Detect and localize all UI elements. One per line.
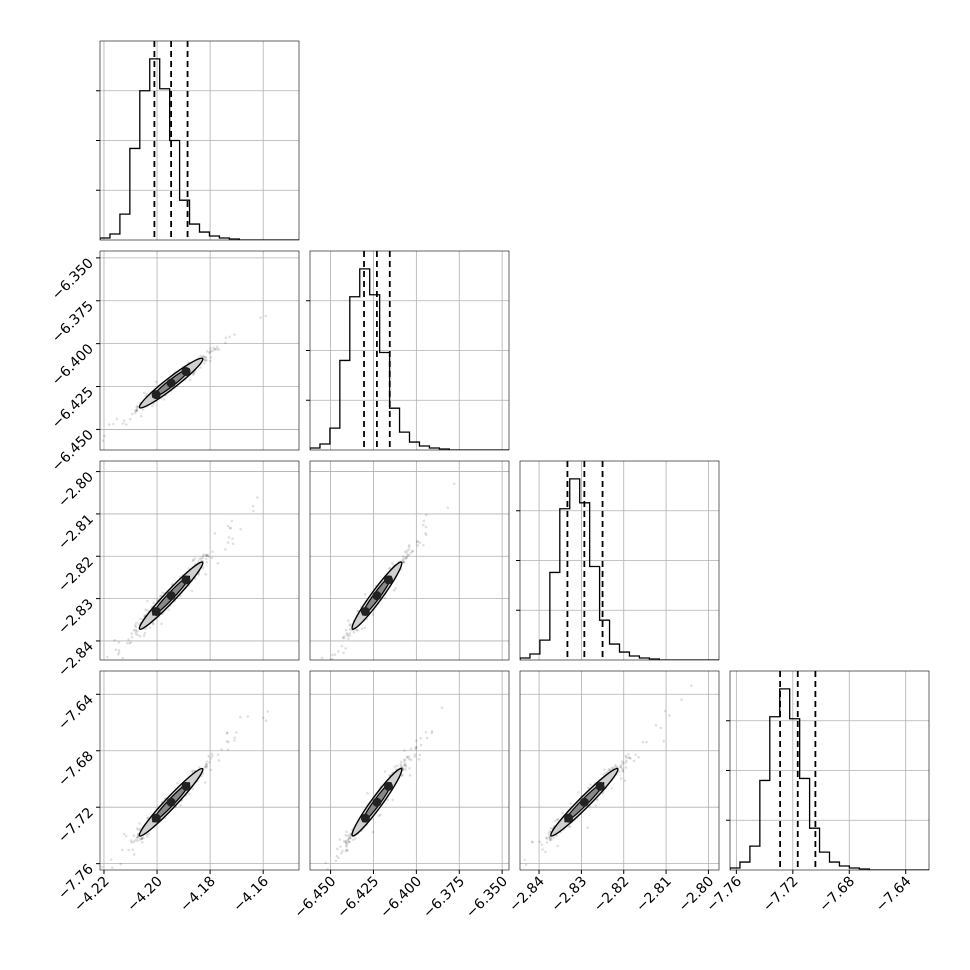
y-tick-label: −7.68 — [55, 748, 97, 790]
y-tick-label: −6.425 — [49, 384, 97, 432]
x-tick-label: −6.450 — [291, 874, 339, 922]
y-tick-label: −6.350 — [49, 255, 97, 303]
panel-frame — [519, 670, 720, 871]
x-tick-label: −2.81 — [633, 874, 675, 916]
histogram-step — [520, 478, 719, 660]
histogram-step — [100, 58, 299, 240]
scatter-panel-3-0 — [99, 670, 300, 871]
x-tick-label: −7.64 — [873, 873, 915, 915]
contour-dot — [383, 575, 393, 585]
contour-dot — [151, 813, 161, 823]
histogram-step — [730, 688, 929, 870]
scatter-panel-1-0 — [99, 250, 300, 451]
y-tick-label: −2.80 — [55, 469, 97, 511]
x-tick-label: −6.375 — [420, 874, 468, 922]
contour-dot — [166, 378, 176, 388]
x-tick-label: −4.18 — [177, 874, 219, 916]
x-tick-label: −7.72 — [760, 874, 802, 916]
contour-dot — [181, 781, 191, 791]
x-tick-label: −6.400 — [377, 874, 425, 922]
panel-frame — [99, 460, 300, 661]
x-tick-label: −6.350 — [463, 874, 511, 922]
contour-dot — [360, 606, 370, 616]
contour-dot — [595, 781, 605, 791]
histogram-panel-2 — [516, 460, 720, 661]
x-tick-label: −4.20 — [124, 874, 166, 916]
contour-dot — [181, 367, 191, 377]
contour-dot — [372, 797, 382, 807]
contour-dot — [166, 797, 176, 807]
y-tick-label: −7.72 — [55, 805, 97, 847]
panel-frame — [99, 250, 300, 451]
panel-frame — [729, 670, 930, 871]
histogram-panel-0 — [96, 40, 300, 241]
contour-dot — [383, 781, 393, 791]
panel-frame — [309, 250, 510, 451]
contour-dot — [372, 591, 382, 601]
contour-dot — [360, 813, 370, 823]
scatter-panel-3-2 — [519, 670, 720, 871]
contour-dot — [579, 797, 589, 807]
histogram-panel-1 — [306, 250, 510, 451]
panel-frame — [309, 460, 510, 661]
y-tick-label: −7.64 — [55, 692, 97, 734]
y-tick-label: −2.83 — [55, 596, 97, 638]
scatter-panel-3-1 — [309, 670, 510, 871]
x-tick-label: −2.83 — [549, 874, 591, 916]
panel-frame — [309, 670, 510, 871]
scatter-panel-2-0 — [99, 460, 300, 661]
contour-dot — [181, 575, 191, 585]
x-tick-label: −6.425 — [334, 874, 382, 922]
x-tick-label: −2.82 — [591, 874, 633, 916]
contour-dot — [151, 390, 161, 400]
x-tick-label: −7.68 — [816, 874, 858, 916]
histogram-step — [310, 268, 509, 450]
y-tick-label: −2.81 — [55, 511, 97, 553]
x-tick-label: −4.16 — [230, 873, 272, 915]
y-tick-label: −6.450 — [49, 427, 97, 475]
histogram-panel-3 — [726, 670, 930, 871]
contour-dot — [151, 606, 161, 616]
contour-dot — [564, 813, 574, 823]
y-tick-label: −6.375 — [49, 298, 97, 346]
y-tick-label: −6.400 — [49, 341, 97, 389]
y-tick-label: −2.84 — [55, 638, 97, 680]
scatter-panel-2-1 — [309, 460, 510, 661]
panel-frame — [99, 670, 300, 871]
y-tick-label: −2.82 — [55, 554, 97, 596]
x-tick-label: −2.84 — [506, 873, 548, 915]
panel-frame — [519, 460, 720, 661]
contour-dot — [166, 591, 176, 601]
panel-frame — [99, 40, 300, 241]
